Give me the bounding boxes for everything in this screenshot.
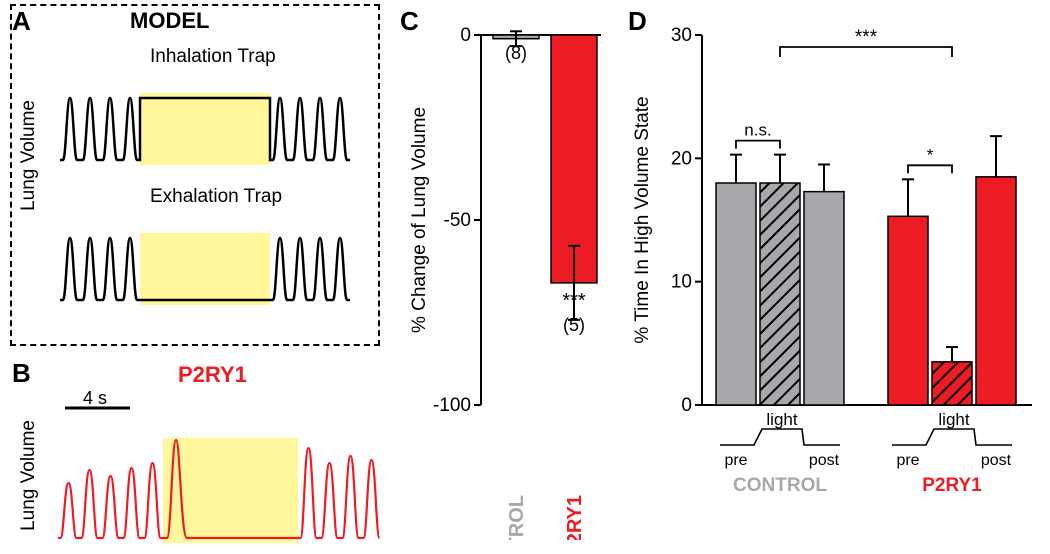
svg-text:-50: -50	[444, 210, 471, 231]
svg-text:20: 20	[671, 148, 692, 169]
panel-c-chart: % Change of Lung Volume 0 -50 -100 (8) CONTRO…	[405, 10, 615, 540]
svg-text:(8): (8)	[505, 43, 527, 63]
panel-b-title: P2RY1	[178, 362, 247, 388]
svg-text:light: light	[766, 410, 797, 429]
svg-text:***: ***	[562, 290, 586, 312]
svg-text:% Time In High Volume State: % Time In High Volume State	[632, 96, 653, 343]
svg-text:Exhalation Trap: Exhalation Trap	[150, 186, 282, 207]
svg-text:% Change of Lung Volume: % Change of Lung Volume	[409, 107, 430, 333]
svg-text:light: light	[938, 410, 969, 429]
svg-text:10: 10	[671, 272, 692, 293]
panel-b-trace: 4 s	[50, 388, 385, 553]
svg-text:(5): (5)	[563, 315, 585, 335]
svg-text:post: post	[981, 452, 1012, 469]
svg-text:-100: -100	[433, 395, 471, 416]
svg-text:P2RY1: P2RY1	[922, 475, 982, 496]
svg-text:Inhalation Trap: Inhalation Trap	[150, 46, 276, 67]
svg-text:*: *	[927, 145, 934, 164]
svg-text:30: 30	[671, 25, 692, 46]
svg-text:pre: pre	[724, 452, 747, 469]
panel-a-traces: Inhalation Trap Exhalation Trap	[55, 40, 375, 340]
svg-text:CONTROL: CONTROL	[506, 495, 528, 540]
svg-text:post: post	[809, 452, 840, 469]
svg-text:4 s: 4 s	[83, 388, 107, 408]
svg-text:CONTROL: CONTROL	[733, 475, 827, 496]
svg-text:pre: pre	[896, 452, 919, 469]
svg-text:***: ***	[855, 27, 878, 48]
panel-a-title: MODEL	[130, 8, 209, 34]
panel-a-ylabel: Lung Volume	[18, 100, 40, 211]
panel-b-ylabel: Lung Volume	[18, 420, 40, 531]
svg-text:n.s.: n.s.	[744, 121, 771, 140]
svg-text:0: 0	[460, 25, 471, 46]
panel-d-chart: % Time In High Volume State0102030n.s.**…	[630, 10, 1050, 540]
svg-text:0: 0	[681, 395, 692, 416]
panel-b-label: B	[12, 358, 31, 389]
svg-text:P2RY1: P2RY1	[564, 495, 586, 540]
